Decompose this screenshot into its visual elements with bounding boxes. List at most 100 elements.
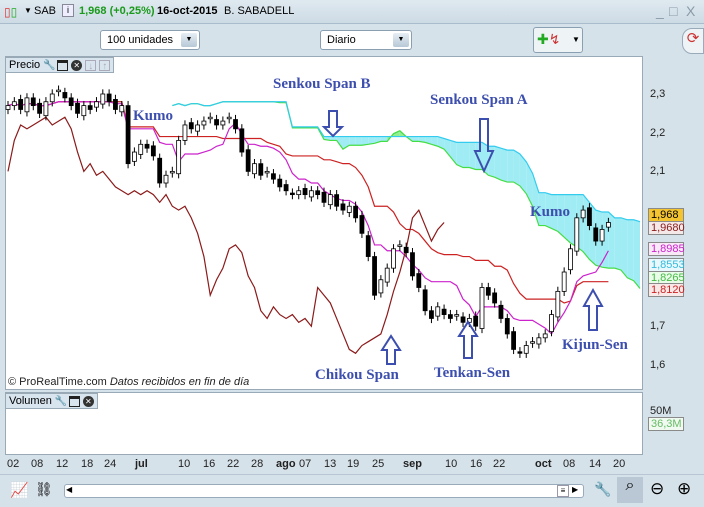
candle: [144, 143, 150, 149]
arrow-down-icon[interactable]: ↓: [85, 59, 97, 72]
link-icon[interactable]: ⛓: [35, 481, 53, 497]
cloud-segment: [507, 150, 514, 183]
scroll-thumb[interactable]: ≡: [557, 485, 569, 497]
bottom-toolbar: 📈 ⛓ ◀ ≡ ▶ 🔧 ⌕ ⊖ ⊕: [0, 474, 704, 507]
cloud-segment: [500, 148, 508, 183]
candle: [346, 205, 352, 213]
window-icon[interactable]: [57, 59, 69, 71]
scroll-right-icon[interactable]: ▶: [572, 485, 579, 494]
x-tick: 14: [589, 458, 602, 470]
settings-wrench-icon[interactable]: 🔧: [594, 481, 612, 497]
close-button[interactable]: X: [686, 3, 696, 19]
scroll-left-icon[interactable]: ◀: [66, 485, 73, 494]
cloud-segment: [463, 142, 470, 168]
toolbar: 100 unidades ▼ Diario ▼ ✚↯ ▼ ⟳: [0, 24, 704, 56]
x-tick: 07: [299, 458, 312, 470]
x-tick: 12: [56, 458, 69, 470]
x-tick: 08: [563, 458, 576, 470]
cloud-segment: [627, 219, 634, 281]
zoom-fit-icon[interactable]: ⌕: [617, 477, 643, 503]
candle: [403, 246, 409, 254]
close-circle-icon[interactable]: ✕: [82, 395, 94, 407]
maximize-button[interactable]: □: [669, 3, 678, 19]
add-indicator-button[interactable]: ✚↯ ▼: [533, 27, 583, 53]
symbol[interactable]: SAB: [34, 5, 57, 17]
candle: [511, 331, 517, 350]
zoom-in-icon[interactable]: ⊕: [677, 479, 692, 498]
horizontal-scrollbar[interactable]: ◀ ≡ ▶: [64, 484, 584, 498]
cloud-segment: [621, 217, 628, 278]
candles: [5, 85, 611, 358]
cloud-segment: [551, 194, 558, 232]
arrow-up-icon[interactable]: ↑: [99, 59, 111, 72]
cloud-segment: [545, 192, 552, 229]
x-tick: 25: [372, 458, 385, 470]
kijun-sen-line: [7, 101, 609, 304]
info-icon[interactable]: i: [62, 4, 74, 17]
candle: [239, 128, 245, 153]
price-tag: 1,8120: [648, 283, 685, 297]
chart-type-icon[interactable]: 📈: [10, 482, 29, 499]
arrow-senkou-a: [473, 118, 495, 174]
candle: [391, 248, 396, 269]
candle: [530, 341, 535, 344]
annotation-senkou-a: Senkou Span A: [430, 92, 528, 108]
cloud-segment: [418, 136, 426, 143]
data-note: Datos recibidos en fin de día: [109, 376, 250, 388]
candle: [24, 97, 30, 113]
volume-panel[interactable]: [5, 392, 643, 455]
cloud-segment: [444, 138, 451, 157]
cloud-segment: [564, 194, 571, 243]
candle: [378, 279, 384, 294]
zoom-out-icon[interactable]: ⊖: [650, 479, 665, 498]
candle: [498, 304, 504, 319]
cloud-segment: [412, 136, 419, 142]
candle: [606, 222, 611, 228]
senkou-span-b-line: [172, 101, 641, 223]
price-change: (+0,25%): [109, 5, 155, 17]
candle: [542, 333, 548, 339]
window-icon[interactable]: [68, 395, 80, 407]
candle: [150, 145, 156, 157]
annotation-chikou: Chikou Span: [315, 367, 399, 383]
annotation-kumo-right: Kumo: [530, 204, 571, 220]
candle: [327, 194, 333, 206]
cloud-segment: [437, 136, 445, 150]
units-select[interactable]: 100 unidades ▼: [100, 30, 200, 50]
annotation-kumo-left: Kumo: [133, 108, 174, 124]
cloud-segment: [349, 136, 356, 146]
title-bar: ▯▯ ▼ SAB i 1,968 (+0,25%) 16-oct-2015 B.…: [0, 0, 704, 24]
candle: [580, 209, 586, 219]
candle: [321, 191, 327, 203]
cloud-segment: [557, 194, 565, 238]
cloud-segment: [526, 161, 533, 207]
price-panel-label: Precio: [9, 59, 41, 71]
symbol-dropdown-icon[interactable]: ▼: [24, 6, 32, 15]
cloud-segment: [513, 150, 520, 186]
close-circle-icon[interactable]: ✕: [71, 59, 83, 71]
cloud-segment: [608, 212, 615, 269]
candle: [435, 306, 441, 317]
cloud-segment: [368, 136, 375, 145]
period-select[interactable]: Diario ▼: [320, 30, 412, 50]
wrench-icon[interactable]: 🔧: [54, 395, 68, 407]
wrench-icon[interactable]: 🔧: [43, 59, 56, 71]
candle: [460, 316, 466, 323]
price-chart-panel[interactable]: [5, 56, 643, 390]
minimize-button[interactable]: _: [656, 3, 664, 19]
candle: [536, 337, 542, 345]
candle: [593, 227, 599, 242]
candle: [119, 105, 125, 113]
candle: [517, 351, 523, 354]
cloud-segment: [355, 136, 362, 146]
price-panel-header: Precio 🔧 ✕ ↓ ↑: [5, 57, 115, 73]
candle: [384, 267, 390, 283]
candle: [81, 105, 87, 117]
candle: [271, 173, 276, 180]
candle: [429, 310, 434, 319]
indicator-chart-icon: ✚↯: [537, 31, 561, 47]
tenkan-sen-line: [7, 101, 609, 335]
candle: [157, 157, 163, 184]
candle: [447, 314, 453, 319]
candle: [315, 190, 321, 196]
